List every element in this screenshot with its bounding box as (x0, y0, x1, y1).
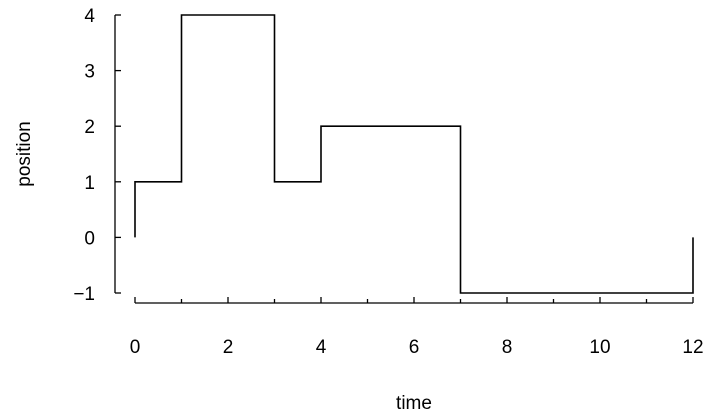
y-tick-label: 3 (84, 62, 95, 83)
x-tick-label: 2 (223, 337, 234, 358)
x-axis-label: time (396, 393, 432, 414)
y-tick-label: 2 (84, 117, 95, 138)
y-axis-label: position (14, 121, 35, 187)
x-tick-label: 8 (502, 337, 513, 358)
x-tick-label: 10 (589, 337, 610, 358)
x-tick-label: 6 (409, 337, 420, 358)
x-tick-label: 0 (130, 337, 141, 358)
x-tick-label: 12 (682, 337, 703, 358)
y-tick-label: 0 (84, 228, 95, 249)
series-line (134, 14, 694, 294)
plot-area (134, 14, 694, 294)
x-tick-label: 4 (316, 337, 327, 358)
y-tick-label: 1 (84, 173, 95, 194)
y-tick-label: 4 (84, 6, 95, 27)
y-tick-label: −1 (73, 284, 95, 305)
x-axis: 0 2 4 6 8 10 12 (130, 297, 704, 358)
y-axis: −1 0 1 2 3 4 (73, 6, 121, 305)
